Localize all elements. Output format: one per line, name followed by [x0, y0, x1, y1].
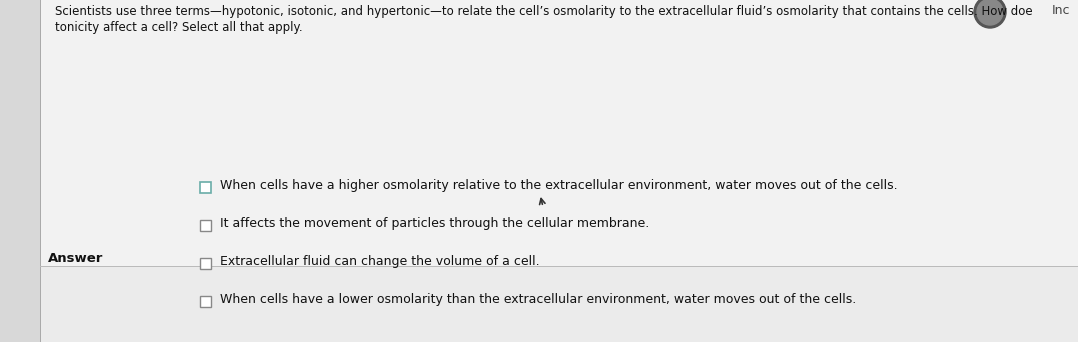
Bar: [0, 0, 40, 342]
Text: Scientists use three terms—hypotonic, isotonic, and hypertonic—to relate the cel: Scientists use three terms—hypotonic, is…: [55, 5, 1033, 18]
Bar: [40, 267, 1078, 342]
Bar: [201, 258, 211, 268]
Circle shape: [975, 0, 1006, 28]
Text: Extracellular fluid can change the volume of a cell.: Extracellular fluid can change the volum…: [220, 255, 540, 268]
Circle shape: [977, 0, 1003, 25]
Text: Inc: Inc: [1051, 4, 1070, 17]
Bar: [201, 295, 211, 306]
Bar: [201, 220, 211, 231]
Text: tonicity affect a cell? Select all that apply.: tonicity affect a cell? Select all that …: [55, 21, 303, 34]
Bar: [0, 0, 1078, 22]
Text: When cells have a higher osmolarity relative to the extracellular environment, w: When cells have a higher osmolarity rela…: [220, 180, 898, 193]
Text: It affects the movement of particles through the cellular membrane.: It affects the movement of particles thr…: [220, 218, 649, 231]
Bar: [40, 266, 1078, 267]
Bar: [201, 182, 211, 193]
Text: When cells have a lower osmolarity than the extracellular environment, water mov: When cells have a lower osmolarity than …: [220, 293, 856, 306]
Text: Answer: Answer: [49, 252, 103, 265]
Bar: [40, 0, 1078, 267]
